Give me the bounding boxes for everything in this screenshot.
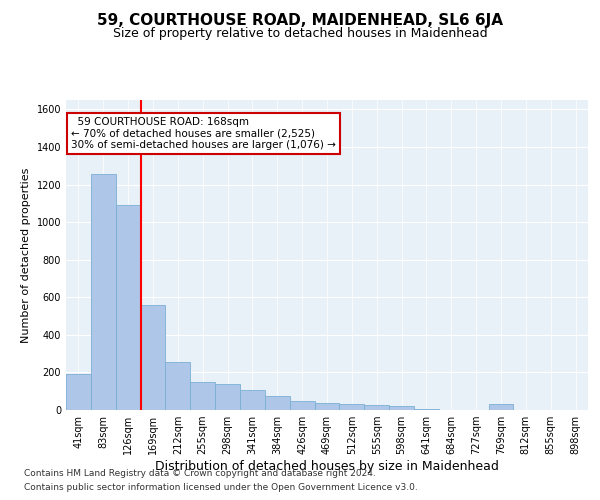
Bar xyxy=(240,390,265,410)
X-axis label: Distribution of detached houses by size in Maidenhead: Distribution of detached houses by size … xyxy=(155,460,499,473)
Text: Size of property relative to detached houses in Maidenhead: Size of property relative to detached ho… xyxy=(113,28,487,40)
Bar xyxy=(166,362,190,410)
Text: 59 COURTHOUSE ROAD: 168sqm  
← 70% of detached houses are smaller (2,525)
30% of: 59 COURTHOUSE ROAD: 168sqm ← 70% of deta… xyxy=(71,117,336,150)
Bar xyxy=(290,400,314,410)
Text: Contains public sector information licensed under the Open Government Licence v3: Contains public sector information licen… xyxy=(24,484,418,492)
Bar xyxy=(215,384,240,410)
Bar xyxy=(340,404,364,410)
Bar xyxy=(91,174,116,410)
Bar xyxy=(414,409,439,410)
Bar xyxy=(265,396,290,410)
Bar xyxy=(488,404,514,410)
Bar xyxy=(364,406,389,410)
Y-axis label: Number of detached properties: Number of detached properties xyxy=(21,168,31,342)
Bar xyxy=(66,374,91,410)
Bar xyxy=(116,205,140,410)
Bar xyxy=(190,382,215,410)
Bar xyxy=(314,404,340,410)
Bar xyxy=(140,305,166,410)
Text: 59, COURTHOUSE ROAD, MAIDENHEAD, SL6 6JA: 59, COURTHOUSE ROAD, MAIDENHEAD, SL6 6JA xyxy=(97,12,503,28)
Text: Contains HM Land Registry data © Crown copyright and database right 2024.: Contains HM Land Registry data © Crown c… xyxy=(24,468,376,477)
Bar xyxy=(389,406,414,410)
